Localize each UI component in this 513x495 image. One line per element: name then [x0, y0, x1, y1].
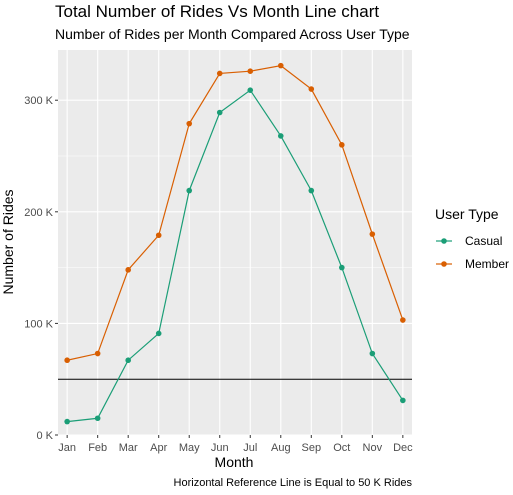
- legend-key-point: [441, 238, 447, 244]
- data-point-casual: [125, 357, 131, 364]
- data-point-casual: [277, 133, 284, 139]
- data-point-casual: [369, 350, 376, 357]
- legend-key-point: [441, 261, 447, 267]
- data-point-casual: [400, 397, 406, 404]
- legend: User Type Casual Member: [435, 206, 509, 271]
- x-tick-label: Sep: [302, 442, 322, 454]
- x-tick-label: May: [179, 442, 200, 454]
- series-group: [64, 62, 406, 425]
- x-axis-title: Month: [215, 454, 254, 470]
- data-point-casual: [186, 187, 193, 194]
- data-point-member: [247, 68, 254, 75]
- legend-title: User Type: [435, 206, 499, 222]
- grid-lines: [58, 50, 412, 436]
- x-tick-label: Mar: [119, 442, 138, 454]
- x-tick-label: Feb: [88, 442, 107, 454]
- chart-caption: Horizontal Reference Line is Equal to 50…: [174, 477, 413, 489]
- chart-title: Total Number of Rides Vs Month Line char…: [55, 2, 379, 21]
- x-tick-label: Apr: [150, 442, 167, 454]
- data-point-member: [277, 62, 284, 69]
- data-point-casual: [339, 264, 345, 271]
- data-point-member: [339, 142, 345, 148]
- x-tick-label: Jun: [211, 442, 229, 454]
- legend-item-casual: Casual: [436, 234, 502, 248]
- plot-panel: [58, 50, 412, 435]
- data-point-casual: [216, 109, 223, 116]
- y-tick-label: 300 K: [24, 95, 53, 107]
- series-line-casual: [67, 89, 404, 423]
- data-point-casual: [155, 330, 162, 337]
- y-axis: 0 K 100 K 200 K 300 K: [24, 95, 58, 442]
- data-point-member: [186, 120, 193, 127]
- data-point-member: [400, 317, 406, 323]
- data-point-member: [94, 350, 101, 357]
- series-casual: [64, 87, 406, 425]
- data-point-member: [308, 86, 315, 92]
- x-tick-label: Oct: [333, 442, 350, 454]
- data-point-casual: [94, 415, 101, 422]
- data-point-member: [216, 70, 223, 77]
- y-tick-label: 100 K: [24, 318, 53, 330]
- legend-item-member: Member: [436, 257, 509, 271]
- data-point-casual: [64, 418, 70, 425]
- series-line-member: [67, 64, 404, 361]
- x-tick-label: Jul: [243, 442, 257, 454]
- x-tick-label: Dec: [393, 442, 413, 454]
- data-point-member: [155, 232, 162, 239]
- x-tick-label: Nov: [363, 442, 383, 454]
- data-point-casual: [247, 87, 254, 93]
- y-axis-title: Number of Rides: [0, 189, 16, 294]
- x-tick-label: Aug: [271, 442, 291, 454]
- series-member: [64, 62, 406, 364]
- x-axis: Jan Feb Mar Apr May Jun Jul Aug Sep Oct Nov Dec: [58, 435, 413, 454]
- data-point-member: [125, 267, 131, 273]
- y-tick-label: 200 K: [24, 207, 53, 219]
- legend-label-casual: Casual: [465, 234, 502, 248]
- chart-subtitle: Number of Rides per Month Compared Acros…: [55, 26, 410, 42]
- data-point-casual: [308, 187, 315, 194]
- data-point-member: [369, 231, 376, 237]
- x-tick-label: Jan: [58, 442, 76, 454]
- data-point-member: [64, 357, 70, 364]
- legend-label-member: Member: [465, 257, 509, 271]
- y-tick-label: 0 K: [36, 430, 53, 442]
